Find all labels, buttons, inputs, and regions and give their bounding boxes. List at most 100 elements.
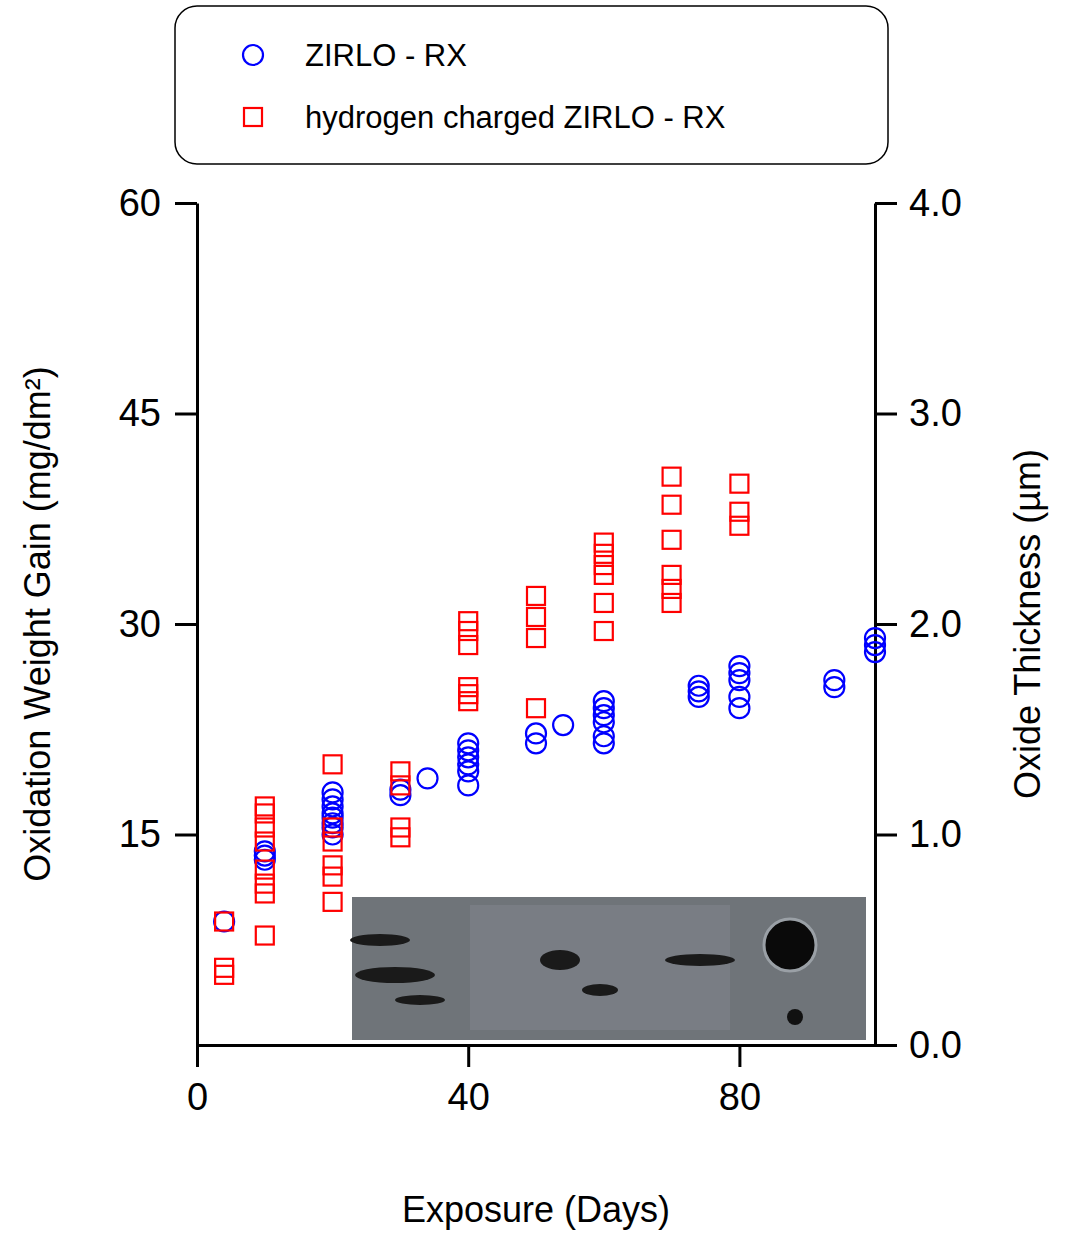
x-axis-title: Exposure (Days)	[402, 1189, 670, 1230]
inset-photo	[350, 897, 866, 1040]
tick-mark	[467, 1045, 470, 1067]
point	[526, 723, 546, 743]
point	[391, 818, 409, 836]
series	[214, 628, 885, 931]
inset-spot	[350, 934, 410, 946]
y2-axis-title: Oxide Thickness (µm)	[1007, 449, 1048, 799]
tick-label: 2.0	[909, 603, 962, 645]
tick-label: 3.0	[909, 392, 962, 434]
legend: ZIRLO - RX hydrogen charged ZIRLO - RX	[175, 6, 888, 164]
inset-spot	[355, 967, 435, 983]
point	[663, 496, 681, 514]
tick: 30	[119, 603, 197, 645]
tick-label: 45	[119, 392, 161, 434]
point	[214, 912, 234, 932]
legend-marker	[244, 108, 262, 126]
plot-area	[214, 468, 885, 984]
inset-spot	[540, 950, 580, 970]
point	[527, 699, 545, 717]
tick: 3.0	[875, 392, 962, 434]
tick: 4.0	[875, 182, 962, 224]
tick-mark	[875, 202, 897, 205]
tick-label: 15	[119, 813, 161, 855]
tick-label: 40	[448, 1076, 490, 1118]
point	[324, 755, 342, 773]
y2-axis: 0.0 1.0 2.0 3.0 4.0	[875, 182, 962, 1066]
inset-shade	[470, 905, 730, 1030]
point	[663, 531, 681, 549]
tick-mark	[175, 623, 197, 626]
point	[730, 517, 748, 535]
tick-label: 80	[719, 1076, 761, 1118]
series	[215, 468, 748, 984]
y-axis: 15 30 45 60	[119, 182, 198, 1046]
tick: 0.0	[875, 1024, 962, 1066]
tick: 15	[119, 813, 197, 855]
point	[663, 594, 681, 612]
legend-marker	[243, 45, 263, 65]
point	[459, 612, 477, 630]
point	[418, 768, 438, 788]
point	[663, 468, 681, 486]
inset-spot	[582, 984, 618, 996]
point	[824, 670, 844, 690]
inset-spot	[787, 1009, 803, 1025]
point	[459, 685, 477, 703]
point	[215, 913, 233, 931]
point	[689, 676, 709, 696]
tick: 45	[119, 392, 197, 434]
tick-mark	[175, 202, 197, 205]
point	[729, 656, 749, 676]
tick-mark	[175, 413, 197, 416]
point	[730, 475, 748, 493]
legend-box	[175, 6, 888, 164]
tick-label: 1.0	[909, 813, 962, 855]
point	[865, 628, 885, 648]
point	[324, 893, 342, 911]
point	[459, 678, 477, 696]
point	[553, 715, 573, 735]
tick-mark	[875, 623, 897, 626]
inset-hole	[764, 919, 816, 971]
point	[255, 846, 275, 866]
point	[323, 782, 343, 802]
tick-label: 60	[119, 182, 161, 224]
inset-spot	[395, 995, 445, 1005]
point	[527, 587, 545, 605]
tick-label: 30	[119, 603, 161, 645]
point	[594, 691, 614, 711]
tick-mark	[875, 834, 897, 837]
point	[459, 692, 477, 710]
chart: 04080153045600.01.02.03.04.0Exposure (Da…	[0, 0, 1085, 1241]
point	[595, 556, 613, 574]
point	[324, 818, 342, 836]
tick: 80	[719, 1045, 761, 1118]
point	[215, 966, 233, 984]
point	[256, 927, 274, 945]
legend-label: hydrogen charged ZIRLO - RX	[305, 100, 726, 135]
point	[256, 875, 274, 893]
tick: 2.0	[875, 603, 962, 645]
point	[256, 797, 274, 815]
tick-mark	[875, 413, 897, 416]
point	[595, 534, 613, 552]
point	[391, 776, 409, 794]
legend-label: ZIRLO - RX	[305, 38, 467, 73]
point	[256, 804, 274, 822]
point	[391, 762, 409, 780]
tick: 1.0	[875, 813, 962, 855]
tick-mark	[738, 1045, 741, 1067]
y-axis-title: Oxidation Weight Gain (mg/dm²)	[17, 366, 58, 882]
point	[527, 629, 545, 647]
point	[324, 833, 342, 851]
tick-label: 4.0	[909, 182, 962, 224]
tick: 60	[119, 182, 197, 224]
x-axis-line	[198, 1044, 876, 1047]
point	[256, 861, 274, 879]
point	[390, 780, 410, 800]
point	[256, 818, 274, 836]
point	[324, 868, 342, 886]
x-axis: 04080	[187, 1045, 876, 1118]
tick-label: 0.0	[909, 1024, 962, 1066]
point	[595, 594, 613, 612]
